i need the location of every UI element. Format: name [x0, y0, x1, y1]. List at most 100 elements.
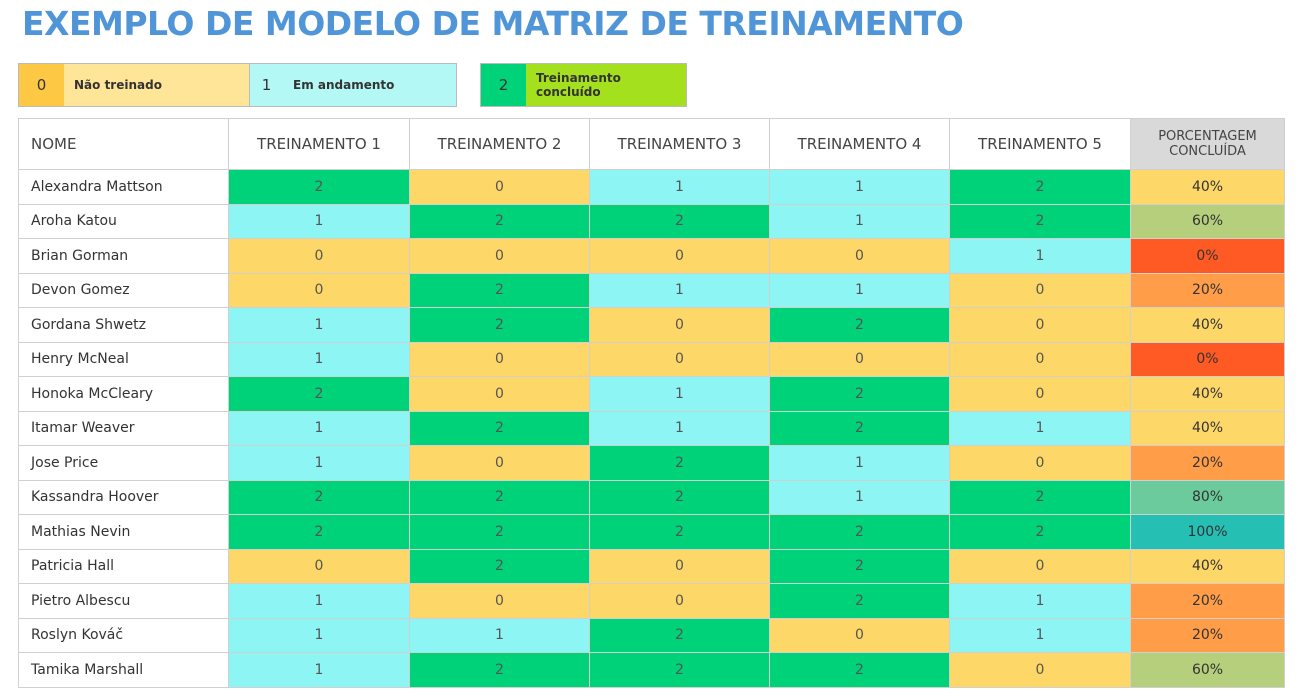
name-cell: Tamika Marshall: [18, 652, 229, 688]
status-cell: 2: [589, 203, 770, 239]
status-cell: 2: [769, 307, 950, 343]
row: Roslyn Kováč 1 1 2 0 1 20%: [18, 617, 1285, 653]
status-cell: 1: [949, 617, 1131, 653]
status-cell: 2: [589, 617, 770, 653]
column-header: TREINAMENTO 3: [589, 118, 770, 170]
status-cell: 1: [589, 169, 770, 205]
status-cell: 0: [949, 307, 1131, 343]
legend-item: 1 Em andamento: [249, 63, 457, 107]
status-cell: 0: [949, 376, 1131, 412]
row: Honoka McCleary 2 0 1 2 0 40%: [18, 376, 1285, 412]
status-cell: 0: [949, 548, 1131, 584]
status-cell: 2: [949, 479, 1131, 515]
percent-cell: 80%: [1130, 479, 1285, 515]
legend-item: 2 Treinamento concluído: [480, 63, 687, 107]
name-cell: Brian Gorman: [18, 238, 229, 274]
status-cell: 2: [228, 376, 410, 412]
status-cell: 1: [228, 445, 410, 481]
name-cell: Kassandra Hoover: [18, 479, 229, 515]
percent-cell: 100%: [1130, 514, 1285, 550]
status-cell: 2: [409, 307, 590, 343]
status-cell: 0: [949, 652, 1131, 688]
status-cell: 1: [769, 479, 950, 515]
status-cell: 2: [228, 169, 410, 205]
status-cell: 2: [589, 479, 770, 515]
percent-cell: 0%: [1130, 238, 1285, 274]
percent-cell: 40%: [1130, 410, 1285, 446]
status-cell: 0: [228, 548, 410, 584]
row: Aroha Katou 1 2 2 1 2 60%: [18, 203, 1285, 239]
status-cell: 2: [769, 376, 950, 412]
row: Devon Gomez 0 2 1 1 0 20%: [18, 272, 1285, 308]
status-cell: 1: [769, 169, 950, 205]
percent-cell: 60%: [1130, 652, 1285, 688]
status-cell: 2: [949, 203, 1131, 239]
status-cell: 2: [769, 514, 950, 550]
status-cell: 2: [409, 652, 590, 688]
status-cell: 1: [589, 410, 770, 446]
title: EXEMPLO DE MODELO DE MATRIZ DE TREINAMEN…: [22, 4, 964, 43]
name-cell: Henry McNeal: [18, 341, 229, 377]
name-cell: Devon Gomez: [18, 272, 229, 308]
column-header: PORCENTAGEM CONCLUÍDA: [1130, 118, 1285, 170]
status-cell: 2: [409, 203, 590, 239]
percent-cell: 20%: [1130, 272, 1285, 308]
name-cell: Roslyn Kováč: [18, 617, 229, 653]
percent-cell: 20%: [1130, 445, 1285, 481]
status-cell: 0: [589, 548, 770, 584]
status-cell: 2: [228, 514, 410, 550]
status-cell: 2: [228, 479, 410, 515]
status-cell: 2: [589, 514, 770, 550]
row: Henry McNeal 1 0 0 0 0 0%: [18, 341, 1285, 377]
status-cell: 2: [409, 548, 590, 584]
status-cell: 1: [949, 583, 1131, 619]
percent-cell: 40%: [1130, 548, 1285, 584]
name-cell: Patricia Hall: [18, 548, 229, 584]
row: Alexandra Mattson 2 0 1 1 2 40%: [18, 169, 1285, 205]
percent-cell: 40%: [1130, 307, 1285, 343]
status-cell: 0: [409, 169, 590, 205]
row: Patricia Hall 0 2 0 2 0 40%: [18, 548, 1285, 584]
name-cell: Mathias Nevin: [18, 514, 229, 550]
status-cell: 0: [589, 238, 770, 274]
status-cell: 2: [409, 272, 590, 308]
status-cell: 2: [949, 514, 1131, 550]
status-cell: 0: [769, 617, 950, 653]
percent-cell: 20%: [1130, 583, 1285, 619]
status-cell: 0: [949, 341, 1131, 377]
status-cell: 0: [589, 307, 770, 343]
percent-cell: 0%: [1130, 341, 1285, 377]
legend-label: Em andamento: [283, 64, 456, 106]
status-cell: 1: [228, 341, 410, 377]
percent-cell: 40%: [1130, 169, 1285, 205]
status-cell: 1: [409, 617, 590, 653]
row: Itamar Weaver 1 2 1 2 1 40%: [18, 410, 1285, 446]
status-cell: 1: [228, 617, 410, 653]
header-row: NOME TREINAMENTO 1 TREINAMENTO 2 TREINAMENT…: [18, 118, 1285, 170]
status-cell: 1: [769, 272, 950, 308]
status-cell: 2: [409, 514, 590, 550]
percent-cell: 60%: [1130, 203, 1285, 239]
row: Mathias Nevin 2 2 2 2 2 100%: [18, 514, 1285, 550]
status-cell: 1: [589, 272, 770, 308]
status-cell: 2: [589, 652, 770, 688]
status-cell: 1: [769, 203, 950, 239]
status-cell: 1: [589, 376, 770, 412]
status-cell: 2: [769, 583, 950, 619]
name-cell: Pietro Albescu: [18, 583, 229, 619]
status-cell: 0: [409, 341, 590, 377]
percent-cell: 20%: [1130, 617, 1285, 653]
status-cell: 1: [769, 445, 950, 481]
name-cell: Alexandra Mattson: [18, 169, 229, 205]
status-cell: 1: [228, 583, 410, 619]
percent-cell: 40%: [1130, 376, 1285, 412]
status-cell: 0: [589, 583, 770, 619]
status-cell: 1: [949, 410, 1131, 446]
legend-label: Não treinado: [64, 64, 249, 106]
status-cell: 1: [228, 410, 410, 446]
status-cell: 0: [409, 238, 590, 274]
status-cell: 1: [228, 652, 410, 688]
status-cell: 2: [769, 410, 950, 446]
row: Jose Price 1 0 2 1 0 20%: [18, 445, 1285, 481]
